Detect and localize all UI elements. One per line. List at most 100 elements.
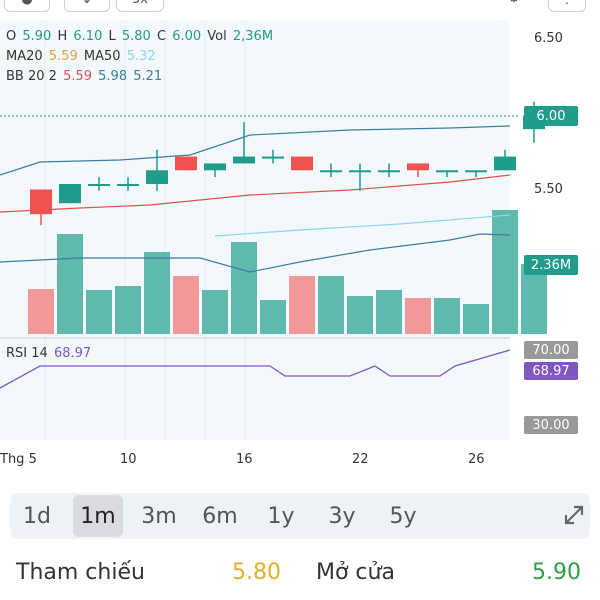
candle-body [465,170,487,173]
x-axis-label-16: 16 [236,452,253,467]
range-1y[interactable]: 1y [267,503,295,529]
current-price-tag: 6.00 [524,106,578,126]
volume-bar [318,276,344,334]
ma-legend: MA20 5.59 MA50 5.32 [6,49,158,64]
legend-h-value: 6.10 [73,29,103,44]
time-range-selector: 1d 1m 3m 6m 1y 3y 5y [10,493,590,539]
circle-icon: ● [21,0,32,7]
volume-bar [231,242,257,334]
range-6m[interactable]: 6m [202,503,238,529]
range-5y[interactable]: 5y [389,503,417,529]
menu-icon: ⋮ [561,0,574,7]
volume-bar [144,252,170,334]
volume-bar [115,286,141,334]
rsi-label: RSI 14 [6,346,48,361]
candle-body [59,184,81,204]
candle-body [407,163,429,171]
volume-bar [173,276,199,334]
volume-bar [260,300,286,334]
bb-lower-line [0,174,511,213]
candle-body [291,156,313,171]
x-axis-label-10: 10 [120,452,137,467]
toolbar-button-menu[interactable]: ⋮ [548,0,586,12]
toolbar-button-circle[interactable]: ● [4,0,50,12]
rsi-current-tag: 68.97 [524,362,578,380]
volume-bar [347,296,373,334]
legend-o-key: O [6,29,17,44]
legend-ma50-value: 5.32 [126,49,156,64]
candle-body [117,184,139,186]
volume-bar [463,304,489,334]
zoom-label: 5x [132,0,148,7]
candle-body [262,156,284,159]
bb-upper-line [0,125,511,176]
legend-ma50-key: MA50 [83,49,121,64]
volume-bar [57,234,83,334]
legend-o-value: 5.90 [22,29,52,44]
legend-h-key: H [57,29,68,44]
legend-l-value: 5.80 [121,29,151,44]
volume-tag: 2.36M [524,255,578,275]
indicator-icon: ↕ [82,0,93,7]
legend-c-key: C [156,29,167,44]
open-price-value: 5.90 [532,560,581,585]
ohlc-legend: O 5.90 H 6.10 L 5.80 C 6.00 Vol 2,36M [6,29,275,44]
volume-bar [434,298,460,334]
expand-icon[interactable] [558,499,590,531]
rsi-value: 68.97 [53,346,92,361]
range-3y[interactable]: 3y [328,503,356,529]
candle-body [88,184,110,186]
rsi-level-30: 30.00 [524,416,578,434]
range-3m[interactable]: 3m [141,503,177,529]
legend-bb-upper: 5.59 [63,69,93,84]
legend-l-key: L [108,29,116,44]
candle-body [378,170,400,173]
x-axis-label-22: 22 [352,452,369,467]
volume-bar [86,290,112,334]
range-1d[interactable]: 1d [23,503,51,529]
volume-bar [376,290,402,334]
top-toolbar: ● ↕ 5x ⚙ ⋮ [0,0,600,14]
gear-icon: ⚙ [508,0,520,6]
toolbar-button-settings[interactable]: ⚙ [496,0,532,10]
legend-ma20-value: 5.59 [48,49,78,64]
legend-vol-value: 2,36M [232,29,274,44]
volume-bar [492,210,518,334]
price-chart[interactable] [0,0,600,460]
price-axis-label-top: 6.50 [534,31,563,46]
volume-bar [28,289,54,334]
reference-price-value: 5.80 [232,560,281,585]
ma50-line [214,214,511,237]
volume-ma-line [0,233,511,273]
price-axis-label-mid: 5.50 [534,182,563,197]
legend-c-value: 6.00 [172,29,202,44]
x-axis-label-month: Thg 5 [0,452,37,467]
reference-price-label: Tham chiếu [16,560,145,585]
candle-body [146,170,168,184]
bb-legend: BB 20 2 5.59 5.98 5.21 [6,69,164,84]
volume-bar [289,276,315,334]
legend-bb-key: BB 20 2 [6,69,57,84]
open-price-label: Mở cửa [316,560,395,585]
legend-bb-mid: 5.98 [98,69,128,84]
legend-bb-lower: 5.21 [133,69,163,84]
legend-vol-key: Vol [207,29,227,44]
candle-body [30,189,52,215]
candle-body [320,170,342,173]
candle-body [175,156,197,171]
candle-body [233,156,255,164]
candle-body [349,170,371,173]
toolbar-button-zoom[interactable]: 5x [116,0,164,12]
rsi-level-70: 70.00 [524,341,578,359]
legend-ma20-key: MA20 [6,49,43,64]
x-axis-label-26: 26 [468,452,485,467]
candle-body [204,163,226,171]
volume-bar [405,298,431,334]
candle-body [436,170,458,173]
candle-body [494,156,516,171]
volume-bar [202,290,228,334]
toolbar-button-indicator[interactable]: ↕ [64,0,110,12]
range-1m[interactable]: 1m [73,495,123,537]
rsi-legend: RSI 14 68.97 [6,346,93,361]
volume-bar [521,264,547,334]
